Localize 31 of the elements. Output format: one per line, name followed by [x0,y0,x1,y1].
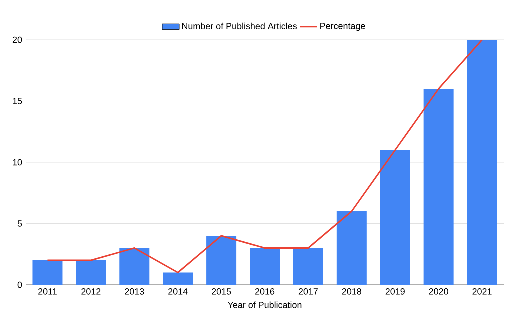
x-tick-label: 2013 [125,288,144,295]
x-tick-label: 2012 [82,288,101,295]
bar [163,272,194,285]
x-tick-label: 2019 [386,288,405,295]
x-tick-label: 2016 [255,288,275,295]
bar [380,150,410,285]
y-tick-label: 5 [18,220,22,227]
legend-label: Percentage [320,23,366,32]
y-tick-label: 0 [18,282,22,288]
x-tick-label: 2018 [342,288,362,295]
x-tick-label: 2011 [38,288,57,295]
line-series [46,40,484,274]
x-axis-title: Year of Publication [228,302,302,308]
bar [250,248,280,285]
y-tick-label: 20 [12,36,22,44]
y-tick-label: 15 [13,98,22,104]
bar [424,89,454,285]
bar [467,40,498,285]
bar [32,260,63,285]
bar [293,248,324,285]
bar [336,212,367,285]
legend-label: Number of Published Articles [182,22,297,30]
x-tick-label: 2021 [472,288,492,295]
x-tick-label: 2020 [429,288,448,295]
bar [76,260,106,285]
x-tick-label: 2017 [298,288,318,295]
x-tick-label: 2014 [168,288,188,295]
x-tick-label: 2015 [212,288,232,295]
bar [120,248,150,285]
bar [206,236,237,285]
y-tick-label: 10 [13,159,22,166]
